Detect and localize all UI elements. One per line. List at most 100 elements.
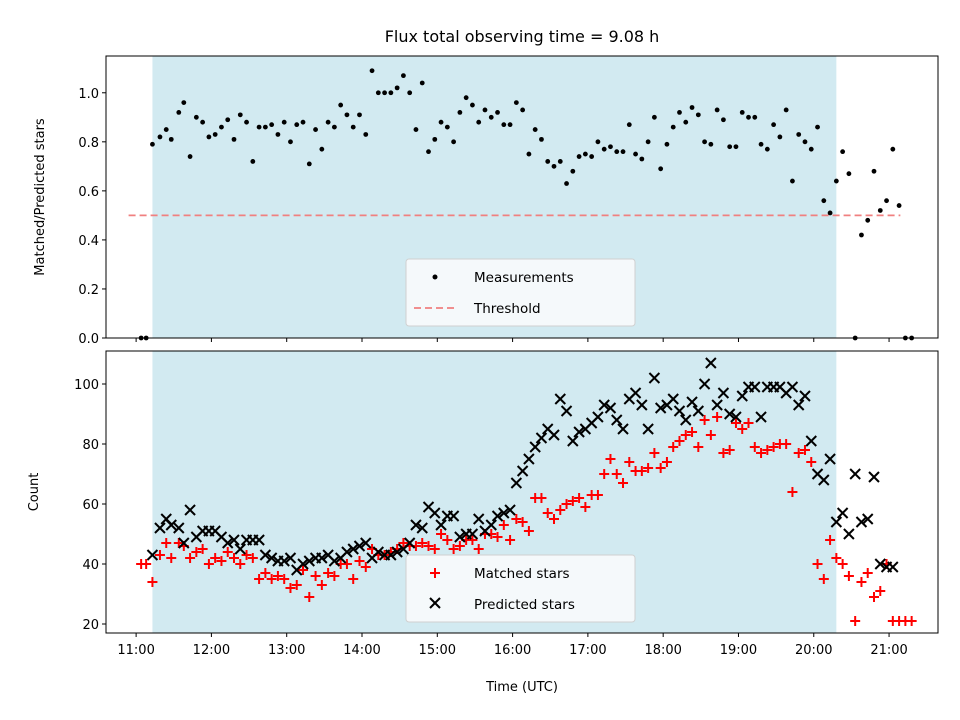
matched-star-point — [304, 592, 315, 602]
predicted-star-point — [184, 504, 196, 516]
top-axes-frame — [105, 55, 939, 339]
measurement-point — [639, 156, 645, 162]
predicted-star-point — [222, 537, 234, 549]
legend-predicted-label: Predicted stars — [474, 597, 575, 613]
measurement-point — [150, 141, 155, 147]
matched-star-point — [549, 514, 559, 524]
predicted-star-point — [146, 549, 159, 561]
predicted-star-point — [617, 423, 629, 435]
predicted-star-point — [353, 540, 366, 552]
matched-star-point — [235, 559, 246, 569]
measurement-point — [344, 112, 350, 118]
bottom-legend-box — [405, 554, 636, 623]
predicted-star-point — [554, 393, 566, 405]
predicted-star-point — [573, 426, 585, 438]
measurement-point — [582, 151, 588, 157]
measurement-point — [595, 139, 601, 145]
matched-star-point — [536, 493, 547, 503]
x-tick-label: 21:00 — [870, 643, 907, 658]
predicted-star-point — [284, 552, 297, 564]
measurement-point — [288, 139, 293, 145]
measurement-point — [281, 119, 287, 125]
measurement-point — [833, 178, 839, 184]
measurement-point — [821, 198, 827, 204]
matched-star-point — [141, 559, 152, 569]
matched-star-point — [505, 535, 516, 545]
measurement-point — [413, 127, 419, 132]
measurement-point — [721, 117, 726, 123]
matched-star-point — [618, 478, 629, 488]
measurement-point — [890, 146, 896, 152]
matched-star-point — [781, 439, 792, 449]
predicted-star-point — [316, 552, 328, 564]
predicted-star-point — [259, 549, 272, 561]
predicted-star-point — [391, 546, 403, 558]
predicted-star-point — [680, 414, 692, 426]
matched-star-point — [561, 499, 572, 509]
predicted-star-point — [523, 453, 535, 465]
measurement-point — [262, 124, 268, 130]
predicted-star-point — [792, 399, 805, 411]
matched-star-point — [203, 559, 214, 569]
predicted-star-point — [849, 468, 861, 480]
matched-star-point — [749, 442, 760, 452]
top-legend-box — [405, 258, 636, 327]
measurement-point — [739, 110, 745, 115]
matched-star-point — [567, 496, 578, 506]
predicted-star-point — [341, 546, 353, 558]
x-tick-label: 12:00 — [193, 643, 230, 658]
x-tick-label: 11:00 — [117, 643, 154, 658]
matched-star-point — [655, 463, 666, 473]
predicted-star-point — [510, 477, 523, 489]
measurement-point — [419, 80, 425, 86]
matched-star-point — [241, 550, 252, 560]
predicted-star-point — [711, 399, 723, 411]
predicted-star-point — [429, 507, 441, 519]
matched-star-point — [718, 448, 729, 458]
measurement-point — [401, 73, 406, 79]
measurement-point — [319, 146, 325, 152]
predicted-star-point — [830, 516, 843, 528]
measurement-point — [426, 149, 431, 155]
matched-star-point — [687, 427, 698, 437]
predicted-star-point — [454, 531, 466, 543]
measurement-point — [620, 149, 626, 155]
measurement-point — [865, 217, 871, 223]
measurement-point — [777, 134, 783, 140]
x-tick-label: 13:00 — [268, 643, 305, 658]
measurement-point — [746, 114, 751, 120]
matched-star-point — [323, 568, 334, 578]
legend-measurements-marker — [432, 274, 438, 280]
predicted-star-point — [611, 414, 623, 426]
measurement-point — [181, 100, 187, 105]
predicted-star-point — [265, 552, 278, 564]
measurement-point — [532, 127, 538, 132]
matched-star-point — [611, 469, 622, 479]
matched-star-point — [818, 574, 829, 584]
matched-star-point — [843, 571, 854, 581]
y-tick-label: 20 — [82, 618, 99, 633]
measurement-point — [614, 149, 620, 155]
x-tick-label: 14:00 — [343, 643, 380, 658]
matched-star-point — [592, 490, 603, 500]
measurement-point — [884, 198, 889, 204]
predicted-star-point — [234, 543, 246, 555]
measurement-point — [539, 136, 544, 142]
matched-star-point — [266, 574, 277, 584]
matched-star-point — [636, 466, 647, 476]
x-tick-label: 20:00 — [795, 643, 832, 658]
matched-star-point — [705, 430, 716, 440]
predicted-star-point — [648, 372, 661, 384]
matched-star-point — [517, 517, 528, 527]
measurement-point — [846, 171, 852, 177]
predicted-star-point — [447, 510, 460, 522]
measurement-point — [501, 122, 507, 128]
measurement-point — [827, 210, 833, 216]
matched-star-point — [730, 418, 741, 428]
predicted-star-point — [730, 411, 742, 423]
y-tick-label: 60 — [82, 498, 99, 513]
predicted-star-point — [410, 519, 422, 531]
y-tick-label: 0.6 — [78, 185, 99, 200]
matched-star-point — [799, 445, 810, 455]
